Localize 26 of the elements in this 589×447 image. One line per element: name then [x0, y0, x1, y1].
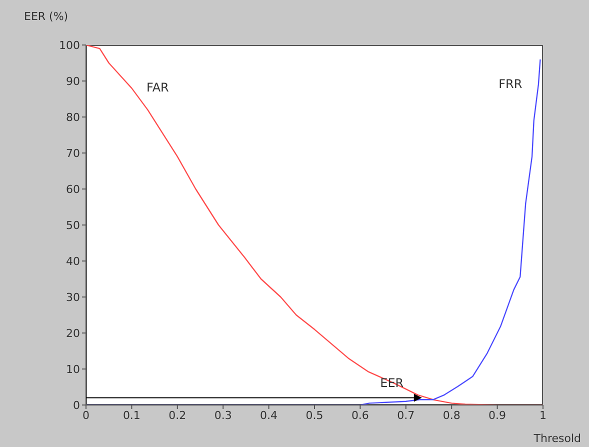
x-tick-label: 0.1: [122, 408, 140, 422]
x-tick-label: 0.7: [397, 408, 415, 422]
y-tick-label: 70: [66, 146, 80, 160]
x-axis-title: Thresold: [534, 432, 581, 445]
y-tick-label: 10: [66, 362, 80, 376]
y-tick-label: 40: [66, 254, 80, 268]
y-tick-label: 20: [66, 326, 80, 340]
x-tick-label: 0.9: [488, 408, 506, 422]
x-tick-label: 0.2: [168, 408, 186, 422]
y-tick-label: 100: [59, 38, 80, 52]
y-tick-label: 0: [73, 398, 80, 412]
y-tick-label: 80: [66, 110, 80, 124]
x-tick-label: 0.3: [214, 408, 232, 422]
series-label: FRR: [498, 76, 522, 91]
x-tick-label: 0: [82, 408, 90, 422]
x-tick-label: 0.5: [306, 408, 324, 422]
series-label: FAR: [146, 80, 169, 94]
y-tick-label: 50: [66, 218, 80, 232]
x-tick-label: 0.4: [260, 408, 278, 422]
x-tick-label: 0.8: [442, 408, 460, 422]
y-tick-label: 90: [66, 74, 80, 88]
x-tick-label: 1: [540, 408, 546, 422]
y-tick-label: 30: [66, 290, 80, 304]
y-tick-label: 60: [66, 182, 80, 196]
y-axis-title: EER (%): [24, 10, 68, 23]
x-tick-label: 0.6: [351, 408, 369, 422]
